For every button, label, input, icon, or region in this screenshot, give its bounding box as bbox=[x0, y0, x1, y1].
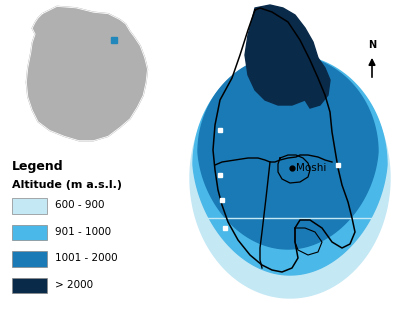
Bar bbox=[12, 277, 47, 293]
Bar bbox=[12, 251, 47, 267]
Polygon shape bbox=[26, 7, 148, 141]
Polygon shape bbox=[190, 58, 390, 298]
Text: 901 - 1000: 901 - 1000 bbox=[55, 227, 111, 237]
Text: 1001 - 2000: 1001 - 2000 bbox=[55, 253, 118, 263]
Text: > 2000: > 2000 bbox=[55, 280, 93, 290]
Text: Altitude (m a.s.l.): Altitude (m a.s.l.) bbox=[12, 180, 122, 190]
Text: Moshi: Moshi bbox=[296, 163, 326, 173]
Text: Legend: Legend bbox=[12, 160, 64, 173]
Bar bbox=[12, 198, 47, 214]
Text: N: N bbox=[368, 40, 376, 50]
Polygon shape bbox=[198, 55, 378, 249]
Polygon shape bbox=[193, 55, 387, 275]
Text: 600 - 900: 600 - 900 bbox=[55, 200, 105, 210]
Bar bbox=[12, 225, 47, 240]
Polygon shape bbox=[305, 58, 330, 108]
Polygon shape bbox=[245, 5, 320, 105]
